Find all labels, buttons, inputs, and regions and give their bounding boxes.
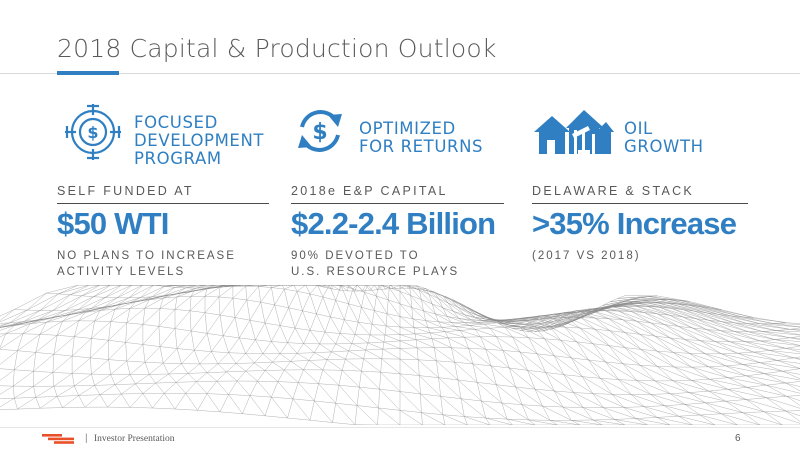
slide-title: 2018 Capital & Production Outlook <box>57 34 497 63</box>
column-value: >35% Increase <box>532 206 737 241</box>
title-accent-bar <box>57 71 119 75</box>
refresh-dollar-icon: $ <box>298 110 342 152</box>
column-heading: FOCUSED DEVELOPMENT PROGRAM <box>134 113 265 168</box>
svg-text:$: $ <box>87 123 98 142</box>
wireframe-landscape-graphic <box>0 285 800 425</box>
column-value: $50 WTI <box>57 206 169 241</box>
footer-divider <box>0 427 800 428</box>
column-value: $2.2-2.4 Billion <box>291 206 496 241</box>
target-dollar-icon: $ <box>65 104 121 160</box>
column-optimized-returns: $ OPTIMIZED FOR RETURNS 2018e E&P CAPITA… <box>291 100 506 290</box>
column-label: DELAWARE & STACK <box>532 184 695 198</box>
svg-text:$: $ <box>312 120 327 145</box>
column-subtext: (2017 VS 2018) <box>532 250 641 262</box>
column-divider <box>291 203 504 204</box>
column-heading: OPTIMIZED FOR RETURNS <box>359 119 484 156</box>
houses-pumpjack-icon <box>534 110 614 154</box>
column-label: 2018e E&P CAPITAL <box>291 184 448 198</box>
column-label: SELF FUNDED AT <box>57 184 194 198</box>
page-number: 6 <box>735 433 741 444</box>
title-divider <box>0 73 800 74</box>
column-focused-development: $ FOCUSED DEVELOPMENT PROGRAM SELF FUNDE… <box>57 100 272 290</box>
wireframe-mesh <box>0 285 800 425</box>
column-oil-growth: OIL GROWTH DELAWARE & STACK >35% Increas… <box>532 100 750 290</box>
column-heading: OIL GROWTH <box>624 119 704 156</box>
company-logo-icon <box>42 434 74 444</box>
footer-text: Investor Presentation <box>94 434 175 444</box>
footer-separator: | <box>85 433 88 444</box>
column-subtext: 90% DEVOTED TO U.S. RESOURCE PLAYS <box>291 250 460 278</box>
column-divider <box>532 203 748 204</box>
column-subtext: NO PLANS TO INCREASE ACTIVITY LEVELS <box>57 250 236 278</box>
column-divider <box>57 203 269 204</box>
